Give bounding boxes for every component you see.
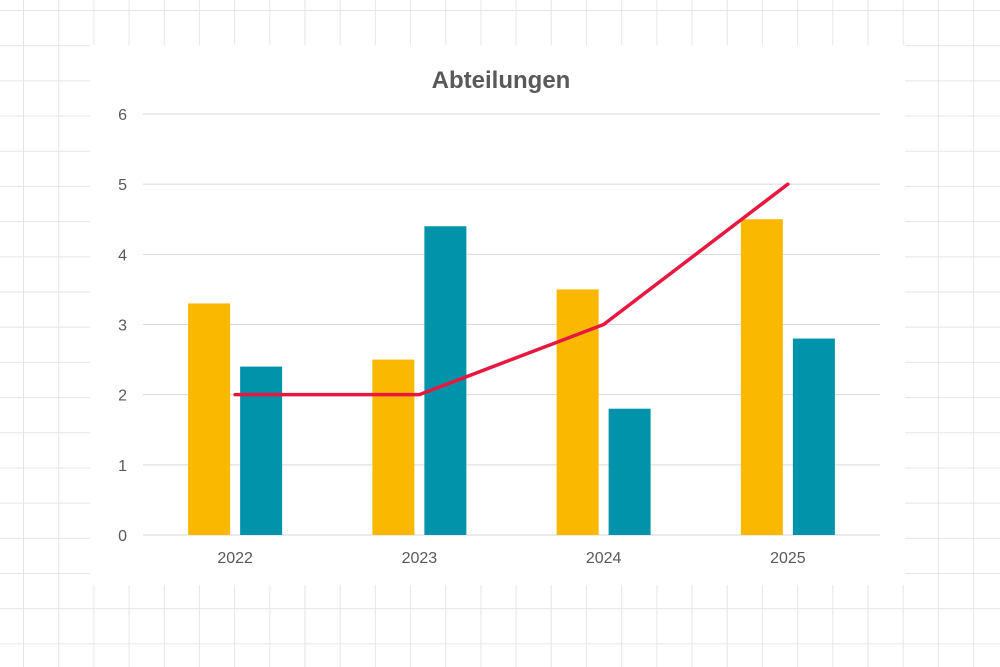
x-tick-label: 2022: [217, 550, 253, 567]
chart-card: Abteilungen 0 1 2 3 4 5 6 2022 2023 2024 2025: [90, 45, 905, 585]
y-tick-label: 6: [118, 107, 127, 124]
y-tick-label: 1: [118, 458, 127, 475]
x-tick-label: 2024: [586, 550, 622, 567]
bars: [188, 219, 835, 535]
trend-line: [233, 182, 790, 397]
y-tick-label: 3: [118, 318, 127, 335]
bar-line-chart: Abteilungen 0 1 2 3 4 5 6 2022 2023 2024 2025: [118, 67, 880, 567]
y-axis-ticks: 0 1 2 3 4 5 6: [118, 107, 127, 545]
y-tick-label: 0: [118, 528, 127, 545]
bar-series1-2023: [372, 359, 415, 535]
bar-series2-2025: [792, 338, 835, 535]
y-tick-label: 5: [118, 177, 127, 194]
x-tick-label: 2025: [770, 550, 806, 567]
bar-series1-2024: [556, 289, 599, 535]
bar-series2-2024: [608, 408, 651, 535]
bar-series1-2025: [740, 219, 783, 535]
x-tick-label: 2023: [402, 550, 438, 567]
y-tick-label: 2: [118, 388, 127, 405]
bar-series2-2022: [240, 366, 283, 535]
line-series: [233, 182, 790, 397]
x-axis-ticks: 2022 2023 2024 2025: [217, 550, 805, 567]
chart-title: Abteilungen: [432, 67, 571, 94]
bar-series1-2022: [188, 303, 231, 535]
y-tick-label: 4: [118, 247, 127, 264]
